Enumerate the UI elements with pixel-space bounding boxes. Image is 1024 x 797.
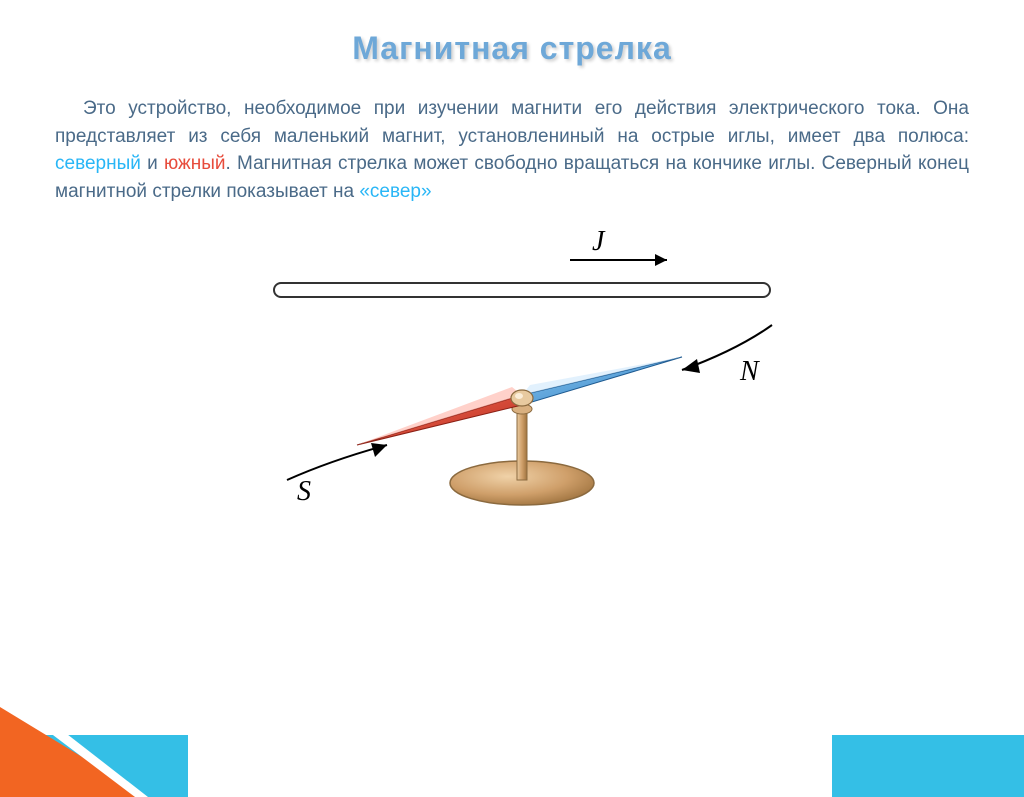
s-arc (287, 445, 387, 480)
body-paragraph: Это устройство, необходимое при изучении… (55, 95, 969, 205)
n-label: N (739, 356, 760, 387)
s-label: S (297, 476, 311, 507)
j-arrow-head (655, 254, 667, 266)
blue-rect-right (832, 735, 1024, 797)
page-title: Магнитная стрелка (0, 30, 1024, 67)
s-arc-head (371, 443, 387, 457)
wire-bar (274, 283, 770, 297)
n-arc-head (682, 359, 700, 373)
needle-diagram: J N S (212, 225, 812, 525)
stand-stem (517, 410, 527, 480)
bottom-decoration (0, 682, 1024, 797)
j-label: J (592, 226, 606, 257)
